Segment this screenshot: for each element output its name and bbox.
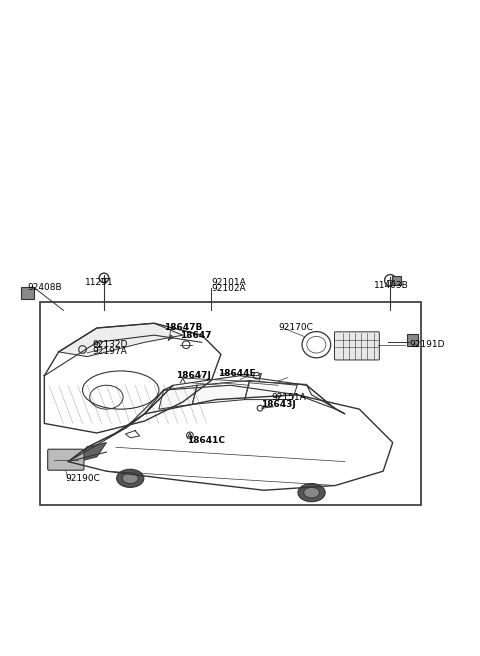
Ellipse shape (117, 469, 144, 487)
Text: 92101A: 92101A (211, 278, 246, 287)
Polygon shape (125, 385, 173, 428)
Text: 18647: 18647 (180, 331, 212, 340)
Text: 92151A: 92151A (271, 393, 306, 401)
Bar (392, 276, 401, 285)
Text: 18643J: 18643J (262, 400, 296, 409)
Text: 18647B: 18647B (164, 323, 202, 333)
Text: 11403B: 11403B (373, 281, 408, 289)
Bar (22, 287, 34, 299)
Polygon shape (307, 385, 345, 414)
Bar (407, 334, 419, 346)
Text: 18647J: 18647J (176, 371, 210, 380)
Polygon shape (245, 380, 297, 400)
Ellipse shape (122, 473, 138, 483)
Text: 92132D: 92132D (92, 340, 127, 349)
Text: 11291: 11291 (85, 278, 114, 287)
Ellipse shape (304, 487, 320, 498)
Text: 18641C: 18641C (188, 436, 226, 445)
Polygon shape (159, 385, 197, 409)
Polygon shape (192, 380, 250, 404)
Text: 92408B: 92408B (28, 283, 62, 292)
Text: 92190C: 92190C (66, 474, 101, 483)
Text: 92197A: 92197A (92, 348, 127, 356)
Text: 92170C: 92170C (278, 323, 313, 333)
Text: 18644E: 18644E (218, 369, 256, 378)
Ellipse shape (298, 483, 325, 502)
Polygon shape (78, 443, 107, 462)
Text: 92191D: 92191D (409, 340, 445, 349)
Bar (39, 302, 421, 504)
Polygon shape (59, 323, 183, 357)
FancyBboxPatch shape (335, 332, 379, 360)
Text: 92102A: 92102A (211, 284, 246, 293)
FancyBboxPatch shape (48, 449, 84, 470)
